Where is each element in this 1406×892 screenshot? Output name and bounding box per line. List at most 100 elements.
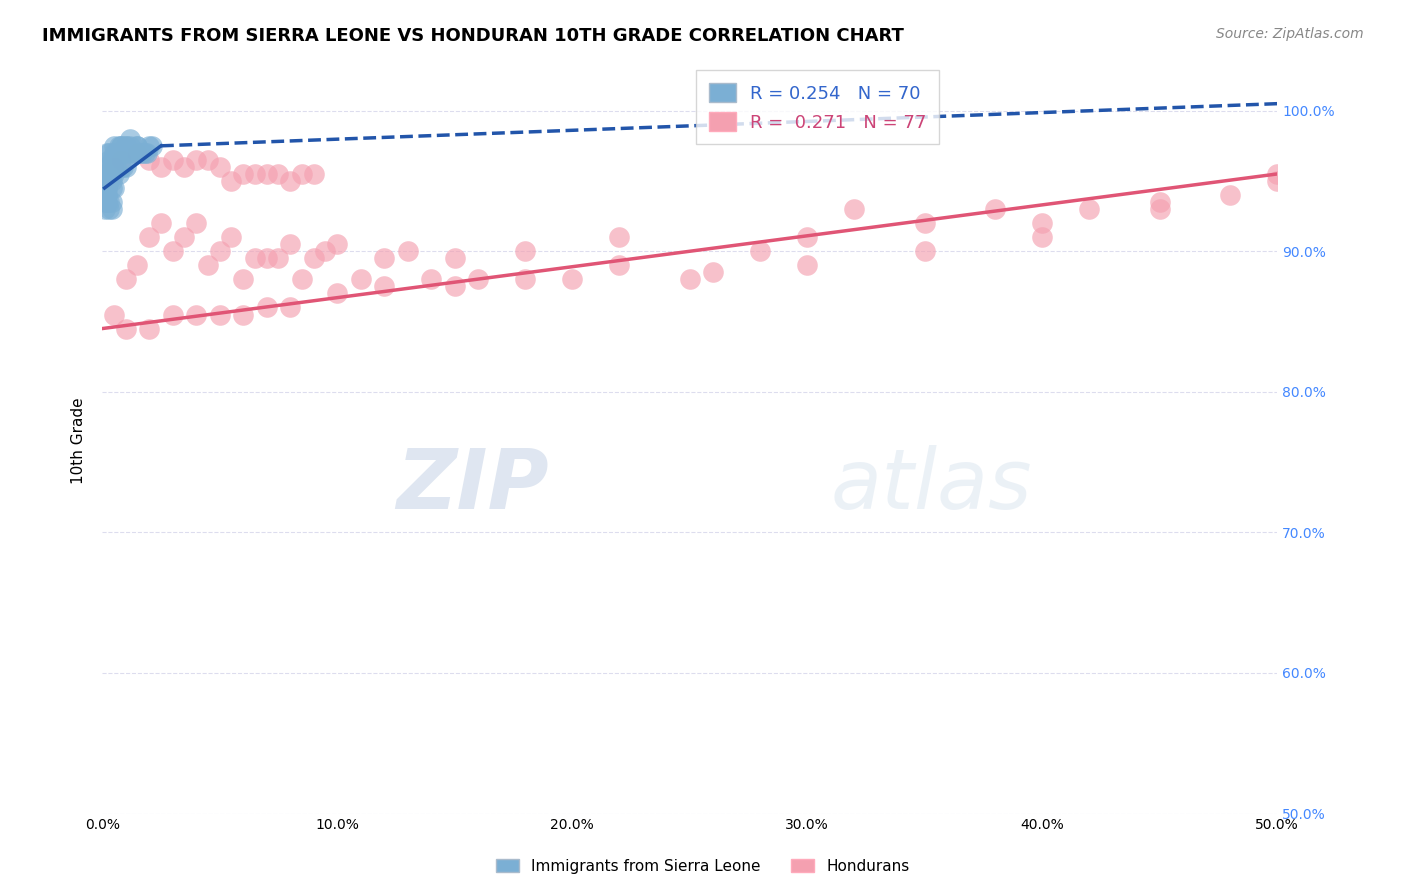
Point xyxy=(93,181,115,195)
Point xyxy=(173,230,195,244)
Point xyxy=(100,160,122,174)
Point xyxy=(186,216,208,230)
Legend: R = 0.254   N = 70, R =  0.271   N = 77: R = 0.254 N = 70, R = 0.271 N = 77 xyxy=(696,70,939,145)
Point xyxy=(420,272,443,286)
Point xyxy=(93,167,115,181)
Point xyxy=(93,188,115,202)
Point xyxy=(96,195,118,210)
Point xyxy=(197,153,219,167)
Point xyxy=(105,160,128,174)
Point xyxy=(135,145,157,160)
Text: IMMIGRANTS FROM SIERRA LEONE VS HONDURAN 10TH GRADE CORRELATION CHART: IMMIGRANTS FROM SIERRA LEONE VS HONDURAN… xyxy=(42,27,904,45)
Point xyxy=(96,188,118,202)
Point xyxy=(314,244,336,259)
Point xyxy=(100,167,122,181)
Point xyxy=(515,244,537,259)
Point xyxy=(93,188,115,202)
Point xyxy=(114,272,136,286)
Point xyxy=(96,181,118,195)
Point xyxy=(98,195,121,210)
Point xyxy=(208,244,231,259)
Point xyxy=(96,188,118,202)
Point xyxy=(256,167,278,181)
Point xyxy=(100,195,122,210)
Point xyxy=(100,181,122,195)
Point xyxy=(1031,216,1053,230)
Point xyxy=(121,145,143,160)
Point xyxy=(127,145,149,160)
Point xyxy=(326,237,349,252)
Point xyxy=(110,138,132,153)
Point xyxy=(114,138,136,153)
Point xyxy=(162,244,184,259)
Point xyxy=(302,167,325,181)
Point xyxy=(117,145,139,160)
Point xyxy=(105,153,128,167)
Point xyxy=(396,244,419,259)
Point xyxy=(914,244,936,259)
Point xyxy=(107,145,129,160)
Point xyxy=(291,272,314,286)
Point xyxy=(138,230,160,244)
Point xyxy=(467,272,489,286)
Point xyxy=(100,202,122,216)
Point xyxy=(103,160,125,174)
Point xyxy=(302,252,325,266)
Point xyxy=(278,237,301,252)
Point xyxy=(138,138,160,153)
Y-axis label: 10th Grade: 10th Grade xyxy=(72,398,86,484)
Point xyxy=(134,145,156,160)
Point xyxy=(232,272,254,286)
Point xyxy=(93,167,115,181)
Point xyxy=(103,308,125,322)
Point xyxy=(749,244,772,259)
Point xyxy=(98,174,121,188)
Point xyxy=(141,138,163,153)
Point xyxy=(1078,202,1101,216)
Point xyxy=(103,153,125,167)
Point xyxy=(350,272,373,286)
Point xyxy=(114,138,136,153)
Point xyxy=(267,252,290,266)
Point xyxy=(515,272,537,286)
Point xyxy=(162,308,184,322)
Point xyxy=(278,174,301,188)
Point xyxy=(98,145,121,160)
Point xyxy=(96,145,118,160)
Point xyxy=(278,301,301,315)
Point xyxy=(221,230,243,244)
Point xyxy=(1031,230,1053,244)
Point xyxy=(186,308,208,322)
Point xyxy=(373,279,395,293)
Point xyxy=(112,145,135,160)
Point xyxy=(98,202,121,216)
Point xyxy=(128,145,150,160)
Point xyxy=(110,160,132,174)
Point xyxy=(443,252,465,266)
Point xyxy=(561,272,583,286)
Point xyxy=(93,174,115,188)
Point xyxy=(98,174,121,188)
Point xyxy=(96,167,118,181)
Point xyxy=(149,216,172,230)
Point xyxy=(267,167,290,181)
Point xyxy=(114,160,136,174)
Point xyxy=(291,167,314,181)
Point xyxy=(256,301,278,315)
Point xyxy=(93,195,115,210)
Point xyxy=(112,160,135,174)
Point xyxy=(98,167,121,181)
Point xyxy=(208,160,231,174)
Point xyxy=(127,258,149,272)
Point xyxy=(98,167,121,181)
Point xyxy=(93,174,115,188)
Point xyxy=(607,230,630,244)
Point xyxy=(107,138,129,153)
Point xyxy=(702,265,724,279)
Point xyxy=(93,181,115,195)
Point xyxy=(93,202,115,216)
Point xyxy=(1265,174,1288,188)
Point xyxy=(1219,188,1241,202)
Legend: Immigrants from Sierra Leone, Hondurans: Immigrants from Sierra Leone, Hondurans xyxy=(491,853,915,880)
Text: Source: ZipAtlas.com: Source: ZipAtlas.com xyxy=(1216,27,1364,41)
